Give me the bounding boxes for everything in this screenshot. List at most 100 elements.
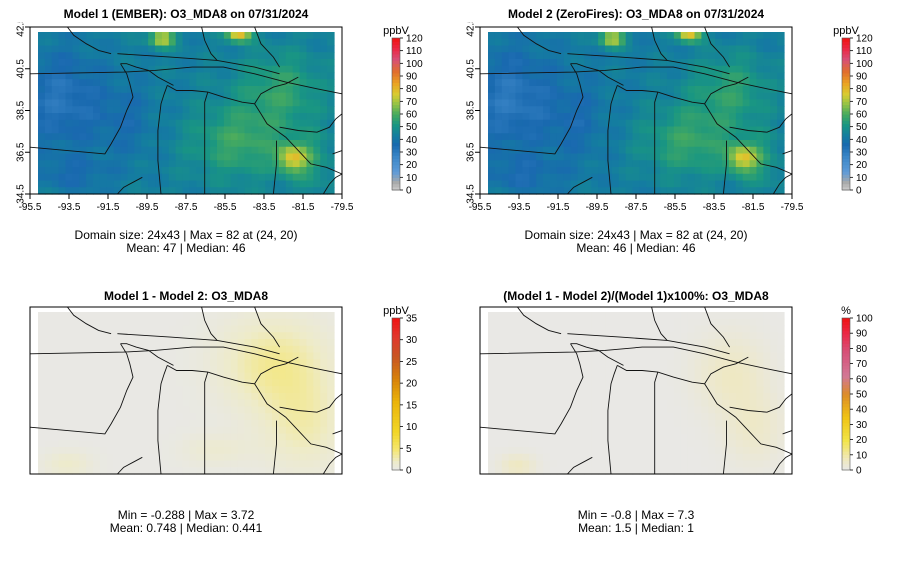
heatmap-cell: [327, 393, 335, 401]
heatmap-cell: [272, 345, 280, 354]
heatmap-cell: [278, 447, 287, 455]
heatmap-cell: [320, 413, 328, 421]
heatmap-cell: [735, 433, 744, 441]
heatmap-cell: [113, 126, 122, 134]
heatmap-cell: [591, 59, 599, 67]
heatmap-cell: [673, 318, 682, 327]
stats-line-2: Mean: 47 | Median: 46: [126, 241, 246, 255]
heatmap-cell: [320, 45, 328, 53]
heatmap-cell: [38, 86, 46, 94]
colorbar-segment: [842, 400, 850, 405]
heatmap-cell: [536, 106, 544, 114]
heatmap-cell: [728, 65, 737, 74]
heatmap-cell: [666, 86, 675, 94]
heatmap-cell: [106, 345, 115, 354]
heatmap-cell: [687, 399, 696, 408]
heatmap-cell: [632, 140, 641, 148]
heatmap-cell: [653, 167, 661, 175]
heatmap-cell: [99, 72, 108, 80]
heatmap-cell: [299, 352, 308, 360]
heatmap-cell: [327, 345, 335, 354]
heatmap-cell: [120, 99, 129, 107]
heatmap-cell: [113, 453, 122, 462]
heatmap-cell: [265, 92, 273, 101]
heatmap-cell: [230, 386, 239, 394]
heatmap-cell: [265, 393, 273, 401]
heatmap-cell: [168, 52, 177, 60]
heatmap-cell: [120, 79, 129, 87]
heatmap-cell: [210, 65, 218, 74]
heatmap-cell: [673, 453, 682, 462]
heatmap-cell: [203, 167, 211, 175]
heatmap-cell: [196, 146, 204, 155]
colorbar-segment: [842, 352, 850, 357]
colorbar-segment: [392, 463, 400, 468]
heatmap-cell: [278, 146, 287, 155]
heatmap-cell: [196, 453, 204, 462]
heatmap-cell: [501, 92, 510, 101]
heatmap-cell: [141, 440, 149, 448]
heatmap-cell: [742, 133, 751, 141]
heatmap-cell: [285, 32, 294, 40]
heatmap-cell: [680, 399, 689, 408]
heatmap-cell: [777, 433, 785, 441]
heatmap-cell: [251, 38, 259, 47]
heatmap-cell: [536, 386, 544, 394]
heatmap-cell: [625, 106, 634, 114]
heatmap-cell: [196, 372, 204, 381]
heatmap-cell: [168, 146, 177, 155]
heatmap-cell: [591, 79, 599, 87]
heatmap-cell: [292, 379, 301, 387]
heatmap-cell: [646, 92, 654, 101]
heatmap-cell: [155, 173, 163, 182]
heatmap-cell: [501, 106, 510, 114]
heatmap-cell: [577, 426, 585, 435]
heatmap-cell: [611, 79, 620, 87]
heatmap-cell: [120, 160, 129, 168]
heatmap-cell: [570, 460, 579, 468]
heatmap-cell: [611, 106, 620, 114]
heatmap-cell: [488, 106, 496, 114]
heatmap-cell: [320, 79, 328, 87]
heatmap-cell: [251, 352, 259, 360]
heatmap-cell: [155, 79, 163, 87]
heatmap-cell: [756, 420, 764, 428]
heatmap-cell: [515, 447, 524, 455]
heatmap-cell: [155, 420, 163, 428]
heatmap-cell: [216, 38, 225, 47]
heatmap-cell: [216, 399, 225, 408]
heatmap-cell: [189, 359, 197, 367]
heatmap-cell: [666, 32, 675, 40]
heatmap-cell: [320, 460, 328, 468]
heatmap-cell: [44, 59, 53, 67]
heatmap-cell: [203, 79, 211, 87]
heatmap-cell: [632, 413, 641, 421]
heatmap-cell: [722, 113, 730, 121]
colorbar-segment: [842, 460, 850, 465]
heatmap-cell: [230, 126, 239, 134]
heatmap-cell: [175, 65, 184, 74]
heatmap-cell: [306, 426, 314, 435]
heatmap-cell: [563, 140, 572, 148]
heatmap-cell: [182, 92, 191, 101]
heatmap-cell: [777, 345, 785, 354]
heatmap-cell: [278, 86, 287, 94]
heatmap-cell: [584, 345, 592, 354]
heatmap-cell: [168, 325, 177, 333]
heatmap-cell: [292, 106, 301, 114]
heatmap-cell: [646, 440, 654, 448]
heatmap-cell: [65, 332, 74, 340]
heatmap-cell: [680, 140, 689, 148]
heatmap-cell: [113, 59, 122, 67]
heatmap-cell: [653, 379, 661, 387]
heatmap-cell: [715, 393, 723, 401]
heatmap-cell: [196, 187, 204, 195]
heatmap-cell: [756, 433, 764, 441]
heatmap-cell: [313, 99, 321, 107]
heatmap-cell: [99, 453, 108, 462]
heatmap-cell: [680, 113, 689, 121]
heatmap-cell: [749, 167, 758, 175]
heatmap-cell: [680, 187, 689, 195]
heatmap-cell: [51, 332, 60, 340]
heatmap-cell: [618, 420, 627, 428]
